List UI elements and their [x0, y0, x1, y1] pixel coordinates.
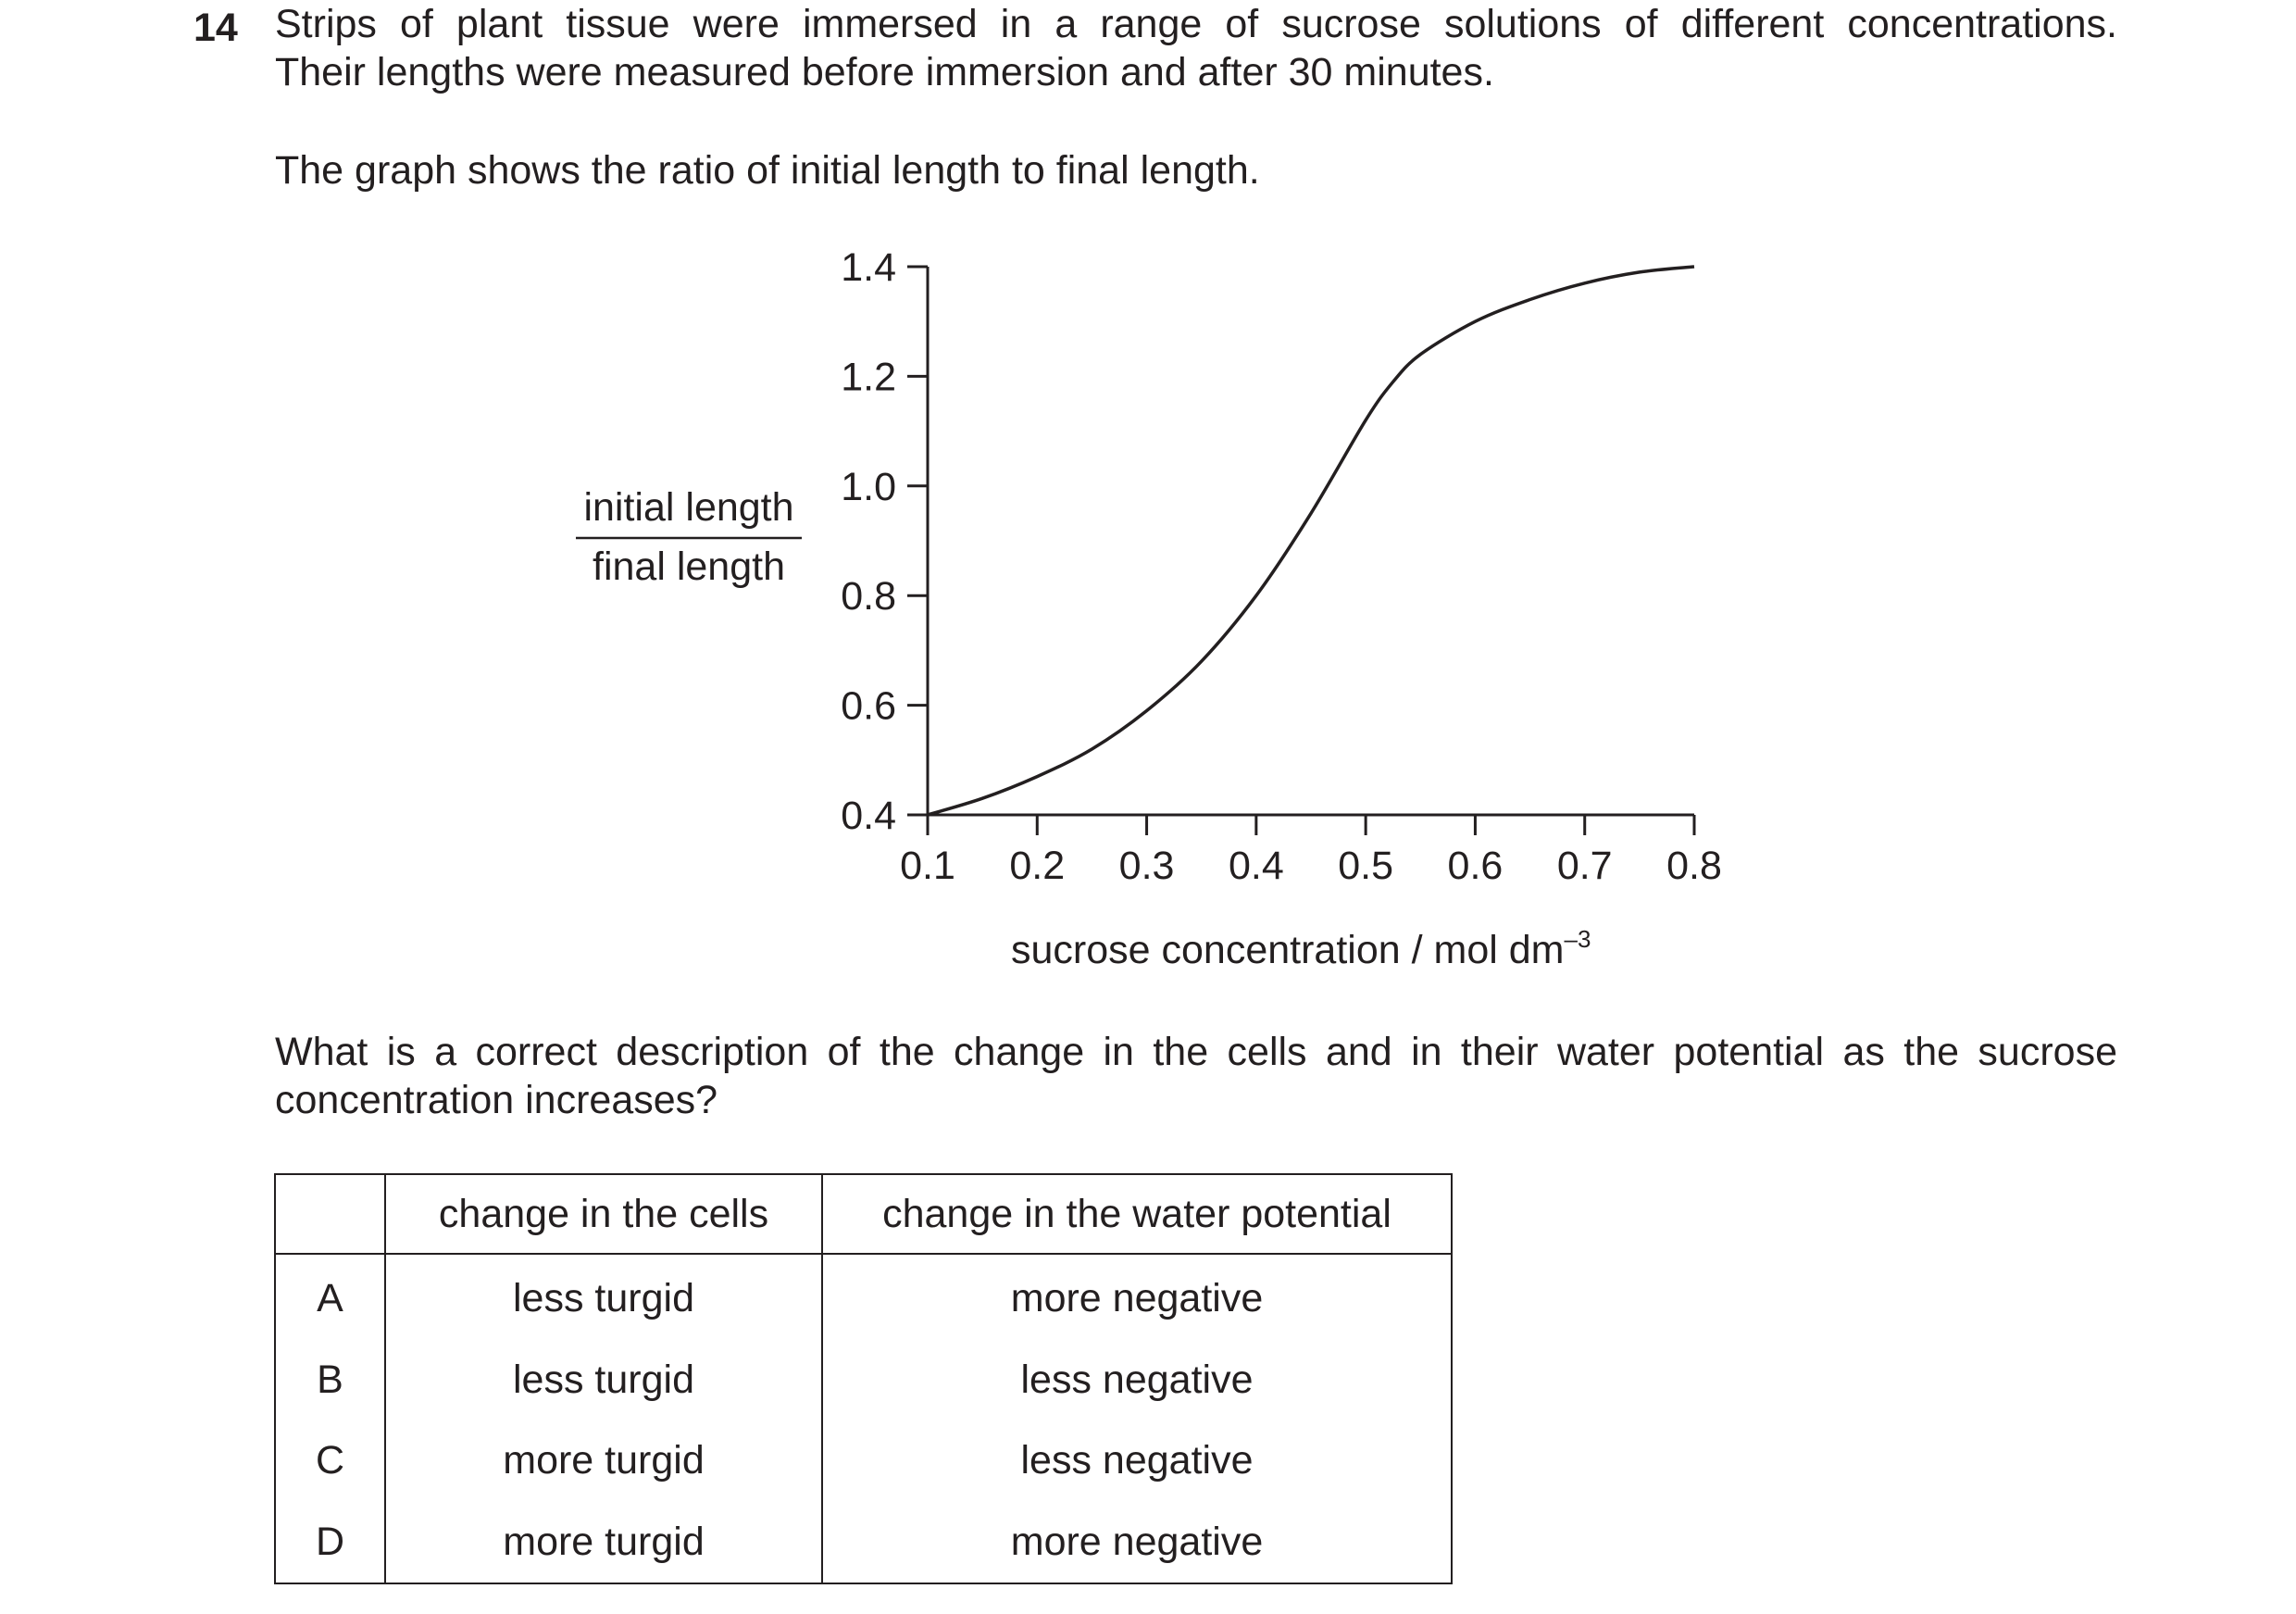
option-cells: less turgid	[384, 1254, 823, 1340]
option-letter: B	[274, 1339, 386, 1420]
table-header-row: change in the cells change in the water …	[274, 1173, 1453, 1255]
y-tick-label: 0.4	[841, 794, 896, 838]
graph-ticks: 0.4 0.6 0.8 1.0 1.2 1.4 0.1 0.2 0.3 0.4 0.5 0.6 0.7 0…	[841, 245, 1722, 888]
option-row-a[interactable]: A less turgid more negative	[274, 1254, 1453, 1340]
x-axis-label: sucrose concentration / mol dm–3	[1011, 925, 1591, 972]
option-cells: more turgid	[384, 1420, 823, 1502]
x-axis-label-superscript: –3	[1565, 925, 1591, 953]
x-tick-label: 0.6	[1448, 844, 1504, 888]
x-tick-label: 0.5	[1338, 844, 1393, 888]
header-cells-change: change in the cells	[384, 1173, 823, 1255]
option-cells: more turgid	[384, 1501, 823, 1584]
y-tick-label: 1.4	[841, 245, 896, 290]
x-tick-label: 0.7	[1557, 844, 1613, 888]
x-tick-label: 0.3	[1119, 844, 1175, 888]
y-tick-label: 1.0	[841, 465, 896, 509]
option-letter: C	[274, 1420, 386, 1502]
y-tick-label: 0.6	[841, 684, 896, 729]
graph-intro-text: The graph shows the ratio of initial len…	[275, 148, 1260, 193]
option-water-potential: more negative	[821, 1254, 1453, 1340]
y-axis-label-denominator: final length	[593, 544, 785, 589]
x-axis-label-main: sucrose concentration / mol dm	[1011, 928, 1565, 972]
option-water-potential: less negative	[821, 1420, 1453, 1502]
question-stem: Strips of plant tissue were immersed in …	[275, 0, 2117, 96]
x-tick-label: 0.8	[1666, 844, 1722, 888]
graph-labels: initial length final length sucrose conc…	[576, 485, 1591, 972]
x-tick-label: 0.2	[1009, 844, 1065, 888]
y-tick-label: 0.8	[841, 574, 896, 619]
graph-axes	[926, 267, 1694, 817]
prompt-line-2: concentration increases?	[275, 1078, 718, 1122]
option-water-potential: less negative	[821, 1339, 1453, 1420]
answer-options-table: change in the cells change in the water …	[274, 1173, 1453, 1584]
x-tick-label: 0.1	[900, 844, 955, 888]
header-water-potential-change: change in the water potential	[821, 1173, 1453, 1255]
y-axis-label-numerator: initial length	[583, 485, 793, 530]
data-curve	[927, 265, 1695, 817]
y-tick-label: 1.2	[841, 355, 896, 399]
option-letter: A	[274, 1254, 386, 1340]
option-cells: less turgid	[384, 1339, 823, 1420]
question-prompt: What is a correct description of the cha…	[275, 1028, 2117, 1124]
question-number: 14	[193, 6, 238, 50]
x-tick-label: 0.4	[1229, 844, 1284, 888]
option-row-d[interactable]: D more turgid more negative	[274, 1501, 1453, 1584]
option-letter: D	[274, 1501, 386, 1584]
option-row-b[interactable]: B less turgid less negative	[274, 1339, 1453, 1420]
graph-curve-layer	[927, 265, 1695, 817]
prompt-line-1: What is a correct description of the cha…	[275, 1030, 2117, 1074]
header-letter-cell	[274, 1173, 386, 1255]
option-row-c[interactable]: C more turgid less negative	[274, 1420, 1453, 1502]
option-water-potential: more negative	[821, 1501, 1453, 1584]
stem-line-1: Strips of plant tissue were immersed in …	[275, 2, 2117, 46]
graph-intro: The graph shows the ratio of initial len…	[275, 146, 2117, 194]
stem-line-2: Their lengths were measured before immer…	[275, 50, 1494, 94]
